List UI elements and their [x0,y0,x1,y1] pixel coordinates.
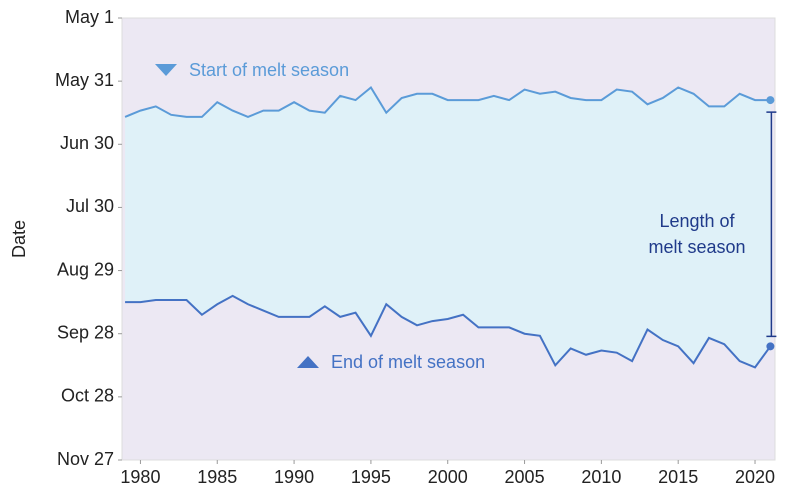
end-dot [766,342,775,351]
x-tick-label: 2000 [428,467,468,487]
x-tick-label: 2005 [505,467,545,487]
x-tick-label: 1995 [351,467,391,487]
y-tick-label: May 1 [65,7,114,27]
legend-marker [297,356,319,368]
x-tick-label: 1980 [120,467,160,487]
x-tick-label: 1990 [274,467,314,487]
y-tick-label: May 31 [55,70,114,90]
y-axis-label: Date [9,220,29,258]
legend-label: Start of melt season [189,60,349,80]
series-line [125,294,772,369]
x-tick-label: 2010 [581,467,621,487]
y-tick-label: Jul 30 [66,196,114,216]
x-tick-label: 2020 [735,467,775,487]
length-bracket [766,111,777,338]
y-tick-label: Jun 30 [60,133,114,153]
y-tick-label: Aug 29 [57,259,114,279]
legend-label: End of melt season [331,352,485,372]
y-tick-label: Sep 28 [57,322,114,342]
end-dot [766,96,775,105]
x-tick-label: 2015 [658,467,698,487]
y-tick-label: Nov 27 [57,449,114,469]
y-tick-label: Oct 28 [61,386,114,406]
annotation: melt season [648,237,745,257]
season-band [125,87,771,368]
legend-marker [155,64,177,76]
x-tick-label: 1985 [197,467,237,487]
series-line [124,85,771,119]
annotation: Length of [659,211,735,231]
